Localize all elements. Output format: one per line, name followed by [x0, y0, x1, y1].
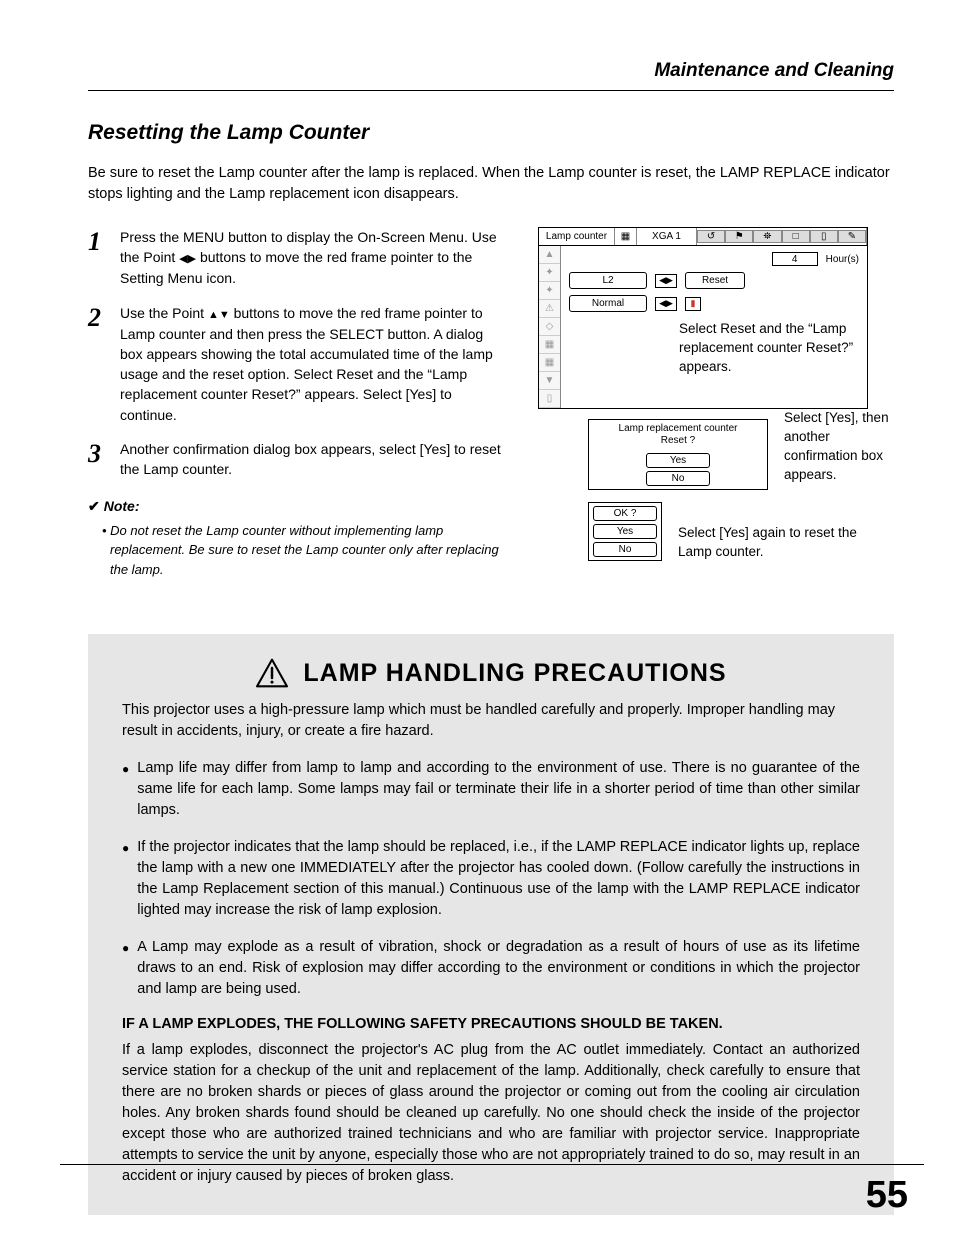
step-number: 1 — [88, 227, 120, 255]
bullet-item: ● A Lamp may explode as a result of vibr… — [122, 937, 860, 1000]
osd-reset-btn: Reset — [685, 272, 745, 289]
osd-menu: Lamp counter ▦ XGA 1 ↺ ⚑ ⛯ □ ▯ ✎ ▲ — [538, 227, 868, 409]
bullet-icon: ● — [122, 937, 129, 957]
osd-title: Lamp counter — [539, 228, 615, 245]
bullet-item: ● If the projector indicates that the la… — [122, 837, 860, 921]
footer-rule — [60, 1164, 924, 1165]
page-header: Maintenance and Cleaning — [88, 60, 894, 82]
osd-tab-icon: ⛯ — [753, 230, 781, 243]
osd-side-icon: ⚠ — [539, 300, 560, 318]
step-3: 3 Another confirmation dialog box appear… — [88, 439, 508, 480]
page-number: 55 — [866, 1174, 908, 1217]
precautions-intro: This projector uses a high-pressure lamp… — [122, 700, 860, 742]
osd-tab-icon: ↺ — [697, 230, 725, 243]
warning-icon — [255, 658, 289, 688]
osd-tab-icon: ⚑ — [725, 230, 753, 243]
osd-side-icon: ▦ — [539, 354, 560, 372]
step-number: 2 — [88, 303, 120, 331]
osd-side-icon: ▦ — [539, 336, 560, 354]
step-text: Another confirmation dialog box appears,… — [120, 439, 508, 480]
figure-column: Lamp counter ▦ XGA 1 ↺ ⚑ ⛯ □ ▯ ✎ ▲ — [538, 227, 894, 569]
osd-sidebar: ▲ ✦ ✦ ⚠ ◇ ▦ ▦ ▼ ▯ — [539, 246, 561, 408]
hours-label: Hour(s) — [826, 254, 859, 265]
step-2: 2 Use the Point ▲▼ buttons to move the r… — [88, 303, 508, 425]
explode-heading: IF A LAMP EXPLODES, THE FOLLOWING SAFETY… — [122, 1016, 860, 1032]
osd-side-icon: ◇ — [539, 318, 560, 336]
bullet-text: Lamp life may differ from lamp to lamp a… — [137, 758, 860, 821]
arrow-ud-icon: ▲▼ — [208, 309, 230, 321]
steps-column: 1 Press the MENU button to display the O… — [88, 227, 508, 579]
arrows-icon: ◀▶ — [655, 274, 677, 288]
reset-dialog: Lamp replacement counter Reset ? Yes No — [588, 419, 768, 490]
header-rule — [88, 90, 894, 91]
note-heading: ✔ Note: — [88, 498, 508, 515]
dialog-no: No — [646, 471, 710, 486]
step-number: 3 — [88, 439, 120, 467]
arrow-lr-icon: ◀▶ — [179, 253, 196, 265]
stop-icon: ▮ — [685, 297, 701, 311]
arrows-icon: ◀▶ — [655, 297, 677, 311]
dialog-no: No — [593, 542, 657, 557]
precautions-box: LAMP HANDLING PRECAUTIONS This projector… — [88, 634, 894, 1215]
dialog-title: Lamp replacement counter Reset ? — [589, 420, 767, 450]
bullet-text: A Lamp may explode as a result of vibrat… — [137, 937, 860, 1000]
precautions-title: LAMP HANDLING PRECAUTIONS — [303, 659, 726, 688]
section-title: Resetting the Lamp Counter — [88, 121, 894, 145]
osd-caption-2: Select [Yes], then another confirmation … — [784, 409, 894, 485]
bullet-item: ● Lamp life may differ from lamp to lamp… — [122, 758, 860, 821]
bullet-icon: ● — [122, 837, 129, 857]
osd-tab-icon: ▯ — [810, 230, 838, 243]
note-body: • Do not reset the Lamp counter without … — [88, 521, 508, 580]
bullet-text: If the projector indicates that the lamp… — [137, 837, 860, 921]
osd-l2: L2 — [569, 272, 647, 289]
osd-side-icon: ✦ — [539, 282, 560, 300]
osd-caption-3: Select [Yes] again to reset the Lamp cou… — [678, 496, 894, 562]
note-label: Note: — [104, 498, 140, 514]
bullet-icon: ● — [122, 758, 129, 778]
osd-normal: Normal — [569, 295, 647, 312]
step-text: Use the Point — [120, 305, 208, 321]
dialog-yes: Yes — [593, 524, 657, 539]
ok-label: OK ? — [593, 506, 657, 521]
osd-side-icon: ✦ — [539, 264, 560, 282]
check-icon: ✔ — [88, 498, 100, 515]
hours-value: 4 — [772, 252, 818, 266]
explode-body: If a lamp explodes, disconnect the proje… — [122, 1040, 860, 1187]
osd-icon: ▦ — [615, 228, 637, 245]
osd-tab-icon: □ — [782, 230, 810, 243]
step-1: 1 Press the MENU button to display the O… — [88, 227, 508, 289]
osd-mode: XGA 1 — [637, 228, 697, 245]
osd-tab-icon: ✎ — [838, 230, 866, 243]
osd-side-icon: ▲ — [539, 246, 560, 264]
osd-caption-1: Select Reset and the “Lamp replacement c… — [679, 320, 859, 377]
confirm-dialog: OK ? Yes No — [588, 502, 662, 561]
intro-text: Be sure to reset the Lamp counter after … — [88, 163, 894, 205]
step-text: buttons to move the red frame pointer to… — [120, 305, 493, 423]
osd-side-icon: ▯ — [539, 390, 560, 408]
osd-side-icon: ▼ — [539, 372, 560, 390]
dialog-yes: Yes — [646, 453, 710, 468]
